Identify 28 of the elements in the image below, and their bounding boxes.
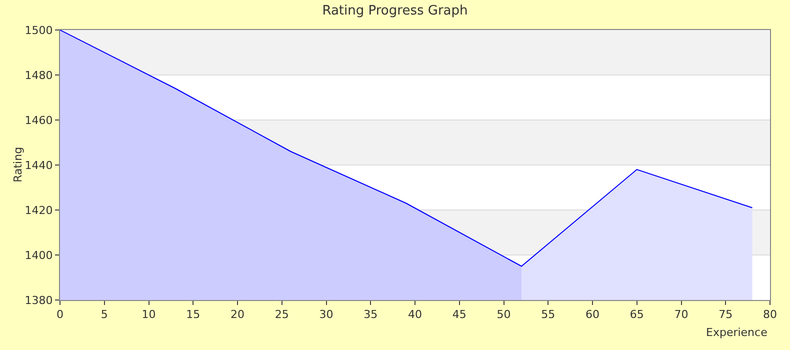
line-series (60, 30, 753, 267)
y-tick-label: 1380 (24, 294, 53, 307)
x-tick-label: 60 (586, 308, 600, 322)
x-tick-label: 55 (541, 308, 556, 322)
y-tick-label: 1440 (24, 158, 53, 172)
x-tick-label: 5 (100, 308, 108, 322)
x-axis-title: Experience (706, 326, 768, 339)
x-tick-label: 10 (142, 308, 156, 322)
y-tick-label: 1420 (24, 204, 53, 217)
y-tick-label: 1480 (24, 68, 53, 82)
y-tick-label: 1400 (24, 248, 53, 262)
x-tick-label: 40 (408, 308, 422, 322)
x-tick-label: 65 (630, 308, 644, 322)
x-tick-label: 25 (274, 308, 289, 322)
x-tick-label: 30 (319, 308, 334, 322)
x-tick-label: 45 (452, 308, 466, 322)
y-tick-label: 1500 (24, 24, 53, 37)
chart-title: Rating Progress Graph (322, 3, 468, 18)
x-tick-label: 80 (763, 308, 777, 322)
x-tick-label: 35 (364, 308, 378, 322)
x-tick-label: 15 (186, 308, 200, 322)
x-tick-label: 75 (718, 308, 733, 322)
y-tick-label: 1460 (24, 114, 53, 127)
x-tick-label: 70 (674, 308, 688, 322)
x-tick-label: 20 (230, 308, 244, 322)
x-tick-label: 0 (56, 308, 64, 322)
y-axis-title: Rating (11, 146, 24, 182)
x-tick-label: 50 (496, 308, 511, 322)
